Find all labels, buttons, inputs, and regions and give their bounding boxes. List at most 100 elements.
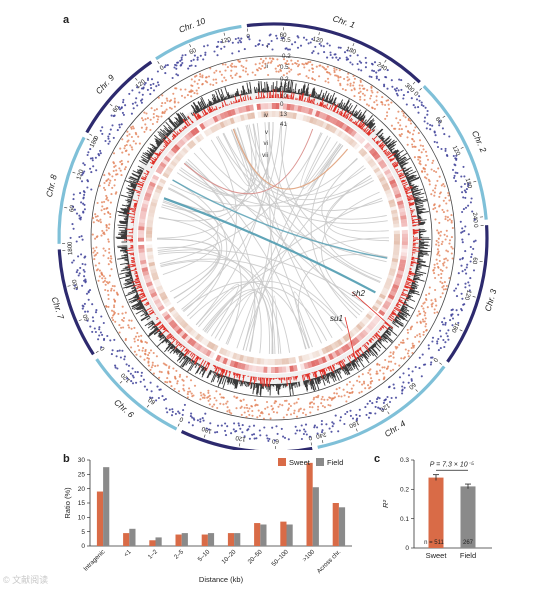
scatter-point-ii bbox=[271, 408, 274, 411]
scatter-point-i bbox=[469, 201, 472, 204]
scatter-point-ii bbox=[338, 69, 341, 72]
heatmap-cell-v bbox=[168, 319, 176, 327]
scatter-point-ii bbox=[158, 376, 161, 379]
scatter-point-ii bbox=[239, 399, 242, 402]
scatter-point-i bbox=[123, 355, 126, 358]
scatter-point-ii bbox=[230, 412, 233, 415]
legend-label: Field bbox=[327, 458, 343, 467]
scatter-point-i bbox=[120, 123, 123, 126]
scatter-point-ii bbox=[105, 194, 108, 197]
scatter-point-i bbox=[436, 342, 439, 345]
bar-field bbox=[234, 533, 241, 546]
scatter-point-i bbox=[89, 167, 92, 170]
scatter-point-i bbox=[383, 83, 386, 86]
heatmap-cell-v bbox=[401, 237, 408, 242]
scatter-point-ii bbox=[109, 201, 112, 204]
scatter-point-ii bbox=[145, 126, 148, 129]
heatmap-cell-v bbox=[218, 356, 225, 364]
scatter-point-i bbox=[81, 307, 84, 310]
scatter-point-ii bbox=[264, 407, 267, 410]
heatmap-cell-vi bbox=[225, 350, 231, 358]
scatter-point-i bbox=[436, 340, 439, 343]
scatter-point-ii bbox=[349, 82, 352, 85]
heatmap-cell-v bbox=[138, 248, 145, 253]
scatter-point-ii bbox=[421, 170, 424, 173]
scatter-point-i bbox=[110, 114, 113, 117]
heatmap-cell-v bbox=[398, 207, 406, 213]
scatter-point-ii bbox=[258, 414, 261, 417]
heatmap-cell-vi bbox=[200, 337, 207, 345]
scatter-point-i bbox=[356, 54, 359, 57]
scatter-point-i bbox=[266, 45, 269, 48]
scale-label: 0.5 bbox=[280, 64, 289, 71]
scatter-point-ii bbox=[437, 244, 440, 247]
heatmap-cell-vi bbox=[146, 230, 153, 235]
scatter-point-ii bbox=[158, 370, 161, 373]
y-tick-label: 0.1 bbox=[400, 516, 409, 523]
scatter-point-ii bbox=[434, 300, 437, 303]
scatter-point-ii bbox=[399, 124, 402, 127]
y-tick-label: 30 bbox=[78, 457, 86, 464]
scatter-point-i bbox=[453, 289, 456, 292]
scatter-point-i bbox=[392, 383, 395, 386]
chord-link bbox=[158, 251, 291, 353]
scatter-point-i bbox=[206, 44, 209, 47]
scatter-point-ii bbox=[133, 340, 136, 343]
heatmap-cell-vi bbox=[367, 158, 375, 165]
scatter-point-i bbox=[337, 58, 340, 61]
heatmap-cell-v bbox=[347, 127, 354, 135]
scatter-point-ii bbox=[442, 288, 445, 291]
scatter-point-i bbox=[465, 272, 468, 275]
scatter-point-i bbox=[377, 69, 380, 72]
scatter-point-ii bbox=[209, 397, 212, 400]
scatter-point-ii bbox=[446, 216, 449, 219]
scatter-point-ii bbox=[361, 84, 364, 87]
scatter-point-ii bbox=[143, 352, 147, 355]
scatter-point-ii bbox=[201, 76, 204, 79]
scatter-point-ii bbox=[181, 378, 184, 381]
scatter-point-i bbox=[79, 192, 82, 195]
scatter-point-i bbox=[190, 59, 193, 62]
scatter-point-ii bbox=[297, 63, 301, 66]
scatter-point-i bbox=[237, 50, 240, 53]
scatter-point-i bbox=[314, 45, 317, 48]
scatter-point-ii bbox=[321, 404, 324, 408]
heatmap-cell-vi bbox=[156, 184, 164, 191]
scatter-point-i bbox=[446, 154, 449, 158]
scatter-point-i bbox=[338, 57, 341, 60]
heatmap-cell-v bbox=[205, 349, 212, 357]
scatter-point-ii bbox=[399, 118, 402, 122]
scatter-point-i bbox=[456, 171, 459, 175]
heatmap-cell-v bbox=[175, 327, 183, 335]
scatter-point-ii bbox=[233, 395, 236, 398]
scatter-point-i bbox=[410, 379, 413, 382]
scatter-point-i bbox=[134, 370, 137, 374]
scatter-point-ii bbox=[152, 116, 155, 119]
scatter-point-i bbox=[79, 266, 82, 269]
scatter-point-ii bbox=[250, 404, 253, 408]
heatmap-cell-v bbox=[150, 291, 158, 298]
scatter-point-ii bbox=[178, 375, 181, 378]
scatter-point-ii bbox=[384, 117, 387, 120]
scatter-point-i bbox=[412, 104, 415, 107]
heatmap-cell-v bbox=[215, 354, 222, 362]
scatter-point-i bbox=[308, 435, 312, 438]
scatter-point-ii bbox=[109, 259, 112, 263]
scatter-point-i bbox=[163, 398, 166, 401]
scatter-point-ii bbox=[226, 406, 229, 409]
scatter-point-ii bbox=[346, 76, 349, 79]
scatter-point-ii bbox=[213, 403, 216, 406]
scatter-point-ii bbox=[376, 363, 379, 366]
heatmap-cell-vi bbox=[146, 223, 153, 228]
scatter-point-ii bbox=[155, 355, 158, 358]
heatmap-cell-v bbox=[373, 153, 381, 161]
heatmap-cell-v bbox=[371, 150, 379, 158]
scatter-point-i bbox=[104, 139, 107, 143]
scatter-point-ii bbox=[128, 133, 131, 136]
heatmap-cell-v bbox=[219, 112, 226, 120]
scatter-point-ii bbox=[176, 380, 179, 383]
scatter-point-i bbox=[92, 165, 95, 168]
heatmap-cell-vi bbox=[271, 111, 276, 118]
y-tick-label: 0.2 bbox=[400, 487, 409, 494]
heatmap-cell-vi bbox=[154, 188, 162, 194]
